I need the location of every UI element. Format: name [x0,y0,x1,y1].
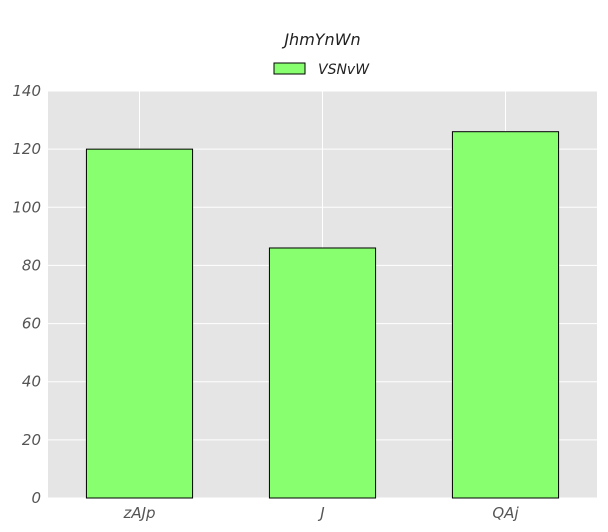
bar [85,148,194,499]
y-tick-label: 40 [22,373,41,391]
y-tick-label: 20 [22,431,41,449]
legend-label: VSNvW [318,62,370,78]
y-tick-label: 0 [31,489,41,507]
x-tick-label: QAj [492,504,519,522]
bar [268,247,377,499]
x-tick-label: zAJp [122,504,155,522]
x-axis-ticks: zAJp J QAj [122,504,519,522]
y-tick-label: 100 [12,198,41,216]
legend-swatch [273,62,306,75]
y-tick-label: 120 [12,140,41,158]
x-tick-label: J [317,504,324,522]
legend: VSNvW [273,62,370,78]
y-axis-ticks: 0 20 40 60 80 100 120 140 [12,82,41,507]
bar [451,131,560,499]
y-tick-label: 60 [22,315,41,333]
chart-title: JhmYnWn [281,30,360,49]
y-tick-label: 80 [22,256,41,274]
y-tick-label: 140 [12,82,41,100]
bars [85,131,560,499]
